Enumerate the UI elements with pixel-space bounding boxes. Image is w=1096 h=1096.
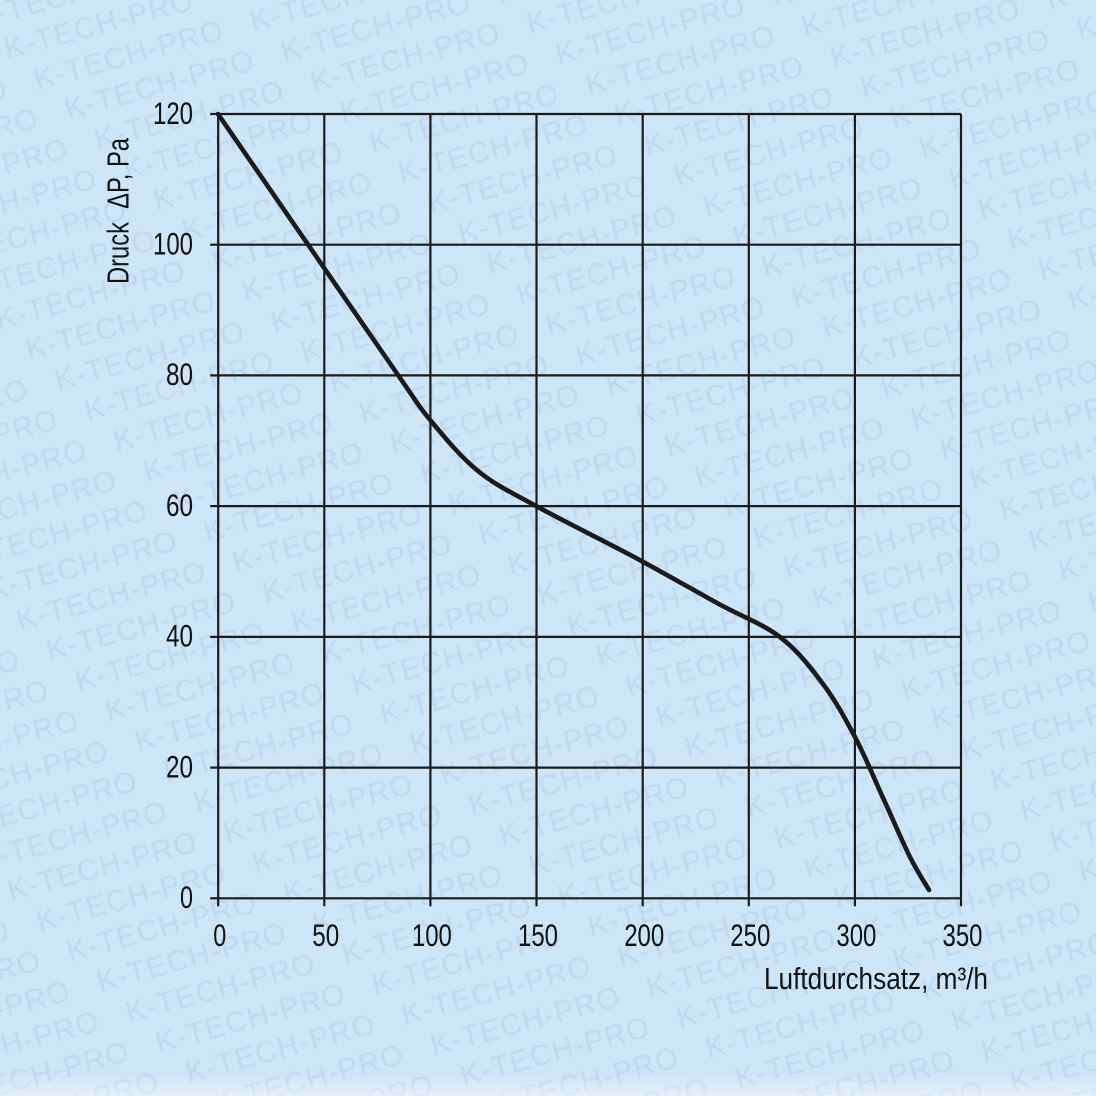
svg-text:150: 150 <box>518 917 558 953</box>
svg-text:Luftdurchsatz, m³/h: Luftdurchsatz, m³/h <box>764 962 988 996</box>
svg-text:40: 40 <box>166 618 193 654</box>
svg-text:100: 100 <box>153 226 193 262</box>
svg-text:200: 200 <box>624 917 664 953</box>
svg-text:50: 50 <box>312 917 339 953</box>
svg-text:250: 250 <box>730 917 770 953</box>
svg-text:0: 0 <box>180 879 193 915</box>
svg-text:80: 80 <box>166 356 193 392</box>
svg-text:20: 20 <box>166 748 193 784</box>
svg-text:60: 60 <box>166 487 193 523</box>
svg-text:Druck ΔP, Pa: Druck ΔP, Pa <box>102 138 136 284</box>
svg-text:350: 350 <box>943 917 983 953</box>
svg-text:0: 0 <box>213 917 226 953</box>
svg-text:120: 120 <box>153 95 193 131</box>
svg-text:100: 100 <box>412 917 452 953</box>
svg-text:300: 300 <box>836 917 876 953</box>
